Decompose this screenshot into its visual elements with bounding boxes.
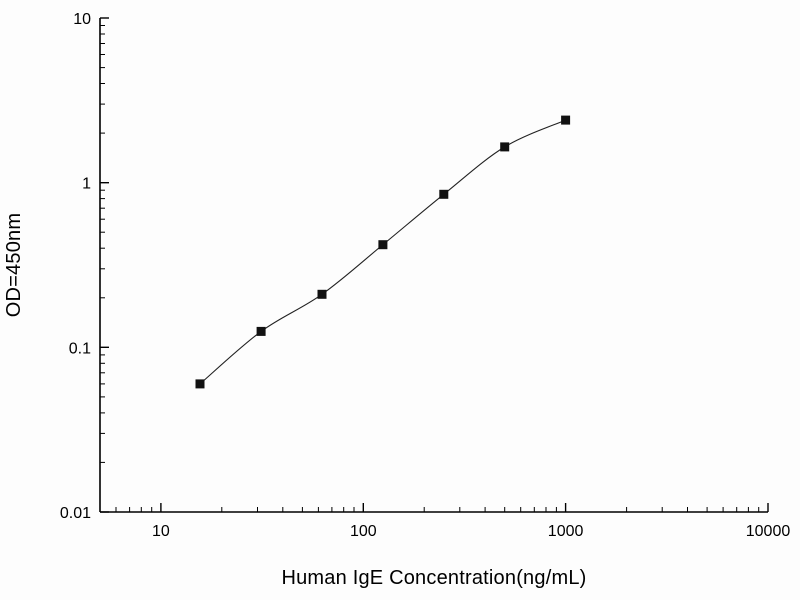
data-point-marker [439, 189, 449, 199]
y-tick-label: 10 [73, 11, 91, 28]
data-point-marker [256, 326, 266, 336]
data-point-marker [378, 240, 388, 250]
fit-curve [199, 119, 566, 385]
data-point-marker [195, 379, 205, 389]
x-tick-label: 10 [152, 523, 170, 540]
data-point-marker [317, 289, 327, 299]
data-point-marker [500, 142, 510, 152]
y-axis-title: OD=450nm [3, 213, 25, 317]
y-tick-label: 0.01 [60, 505, 91, 522]
data-point-marker [561, 115, 571, 125]
y-tick-label: 0.1 [69, 340, 91, 357]
plot-area: 10 100 1000 10000 0.01 0.1 1 10 [60, 11, 790, 540]
y-tick-label: 1 [82, 176, 91, 193]
x-axis-title: Human IgE Concentration(ng/mL) [281, 567, 586, 589]
x-tick-label: 100 [350, 523, 377, 540]
x-tick-label: 10000 [746, 523, 791, 540]
x-tick-label: 1000 [548, 523, 584, 540]
